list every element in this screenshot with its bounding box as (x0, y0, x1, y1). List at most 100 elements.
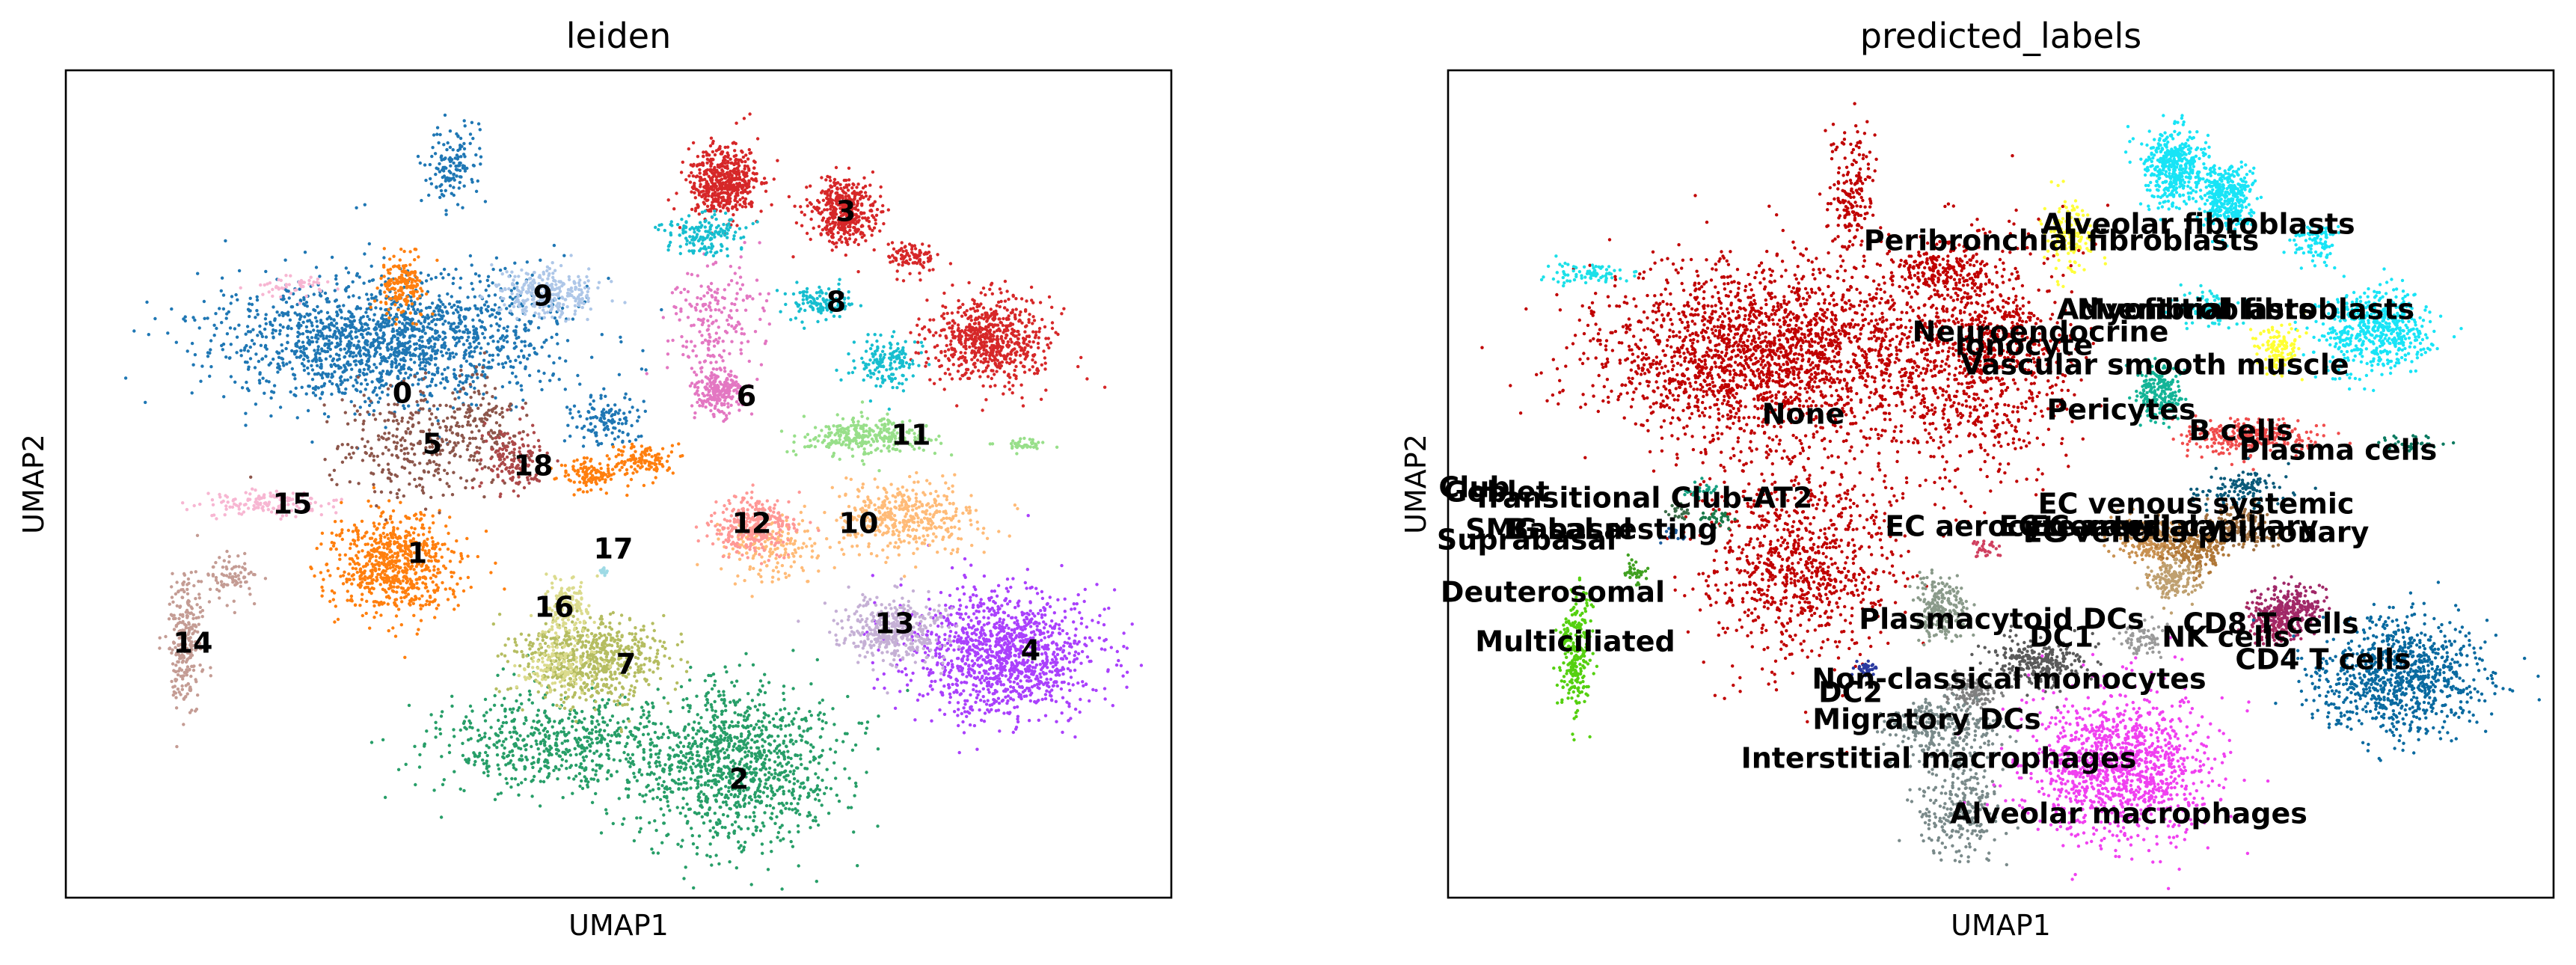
leiden-point (567, 731, 571, 735)
leiden-point (236, 298, 239, 301)
leiden-point (579, 762, 583, 766)
leiden-point (651, 797, 655, 800)
leiden-point (438, 304, 442, 309)
leiden-point (520, 754, 524, 758)
leiden-point (420, 523, 425, 527)
leiden-point (713, 699, 717, 704)
leiden-point (651, 481, 655, 485)
leiden-point (452, 571, 456, 575)
leiden-point (777, 802, 781, 806)
leiden-point (358, 349, 362, 352)
leiden-point (654, 765, 659, 768)
leiden-point (448, 129, 453, 133)
leiden-point (393, 291, 397, 295)
leiden-point (699, 800, 703, 803)
leiden-point (820, 803, 824, 807)
leiden-point (357, 550, 361, 554)
leiden-point (607, 698, 611, 702)
leiden-point (798, 794, 802, 798)
leiden-point (637, 435, 640, 438)
leiden-point (659, 807, 663, 811)
leiden-point (418, 302, 422, 306)
leiden-point (303, 354, 307, 358)
leiden-point (335, 383, 339, 387)
leiden-point (823, 791, 827, 796)
leiden-point (788, 770, 792, 773)
leiden-point (610, 417, 615, 422)
leiden-point (533, 774, 536, 779)
leiden-point (342, 304, 346, 307)
leiden-point (379, 283, 384, 287)
leiden-point (414, 517, 419, 521)
leiden-point (784, 724, 788, 728)
leiden-point (762, 702, 766, 707)
leiden-point (352, 359, 357, 364)
leiden-point (716, 715, 720, 719)
leiden-point (644, 793, 648, 797)
leiden-point (663, 786, 667, 791)
leiden-point (258, 330, 262, 334)
leiden-point (269, 414, 273, 418)
leiden-point (379, 613, 383, 617)
leiden-point (212, 323, 216, 327)
leiden-point (444, 351, 449, 355)
leiden-point (434, 554, 438, 558)
leiden-point (365, 359, 369, 364)
leiden-point (696, 744, 699, 748)
leiden-point (596, 708, 601, 711)
leiden-point (153, 316, 157, 321)
leiden-point (590, 728, 595, 732)
leiden-point (402, 335, 405, 339)
leiden-point (377, 563, 381, 568)
leiden-point (610, 773, 613, 778)
leiden-point (580, 477, 585, 480)
leiden-point (410, 317, 414, 321)
leiden-point (402, 356, 405, 361)
leiden-point (621, 439, 625, 443)
leiden-point (677, 735, 681, 739)
leiden-point (562, 439, 567, 443)
leiden-point (372, 521, 375, 525)
leiden-point (548, 379, 552, 382)
leiden-point (706, 783, 710, 787)
leiden-point (346, 360, 350, 364)
leiden-point (272, 328, 275, 332)
leiden-point (209, 348, 212, 352)
leiden-point (417, 378, 421, 382)
leiden-point (455, 153, 459, 157)
leiden-point (516, 708, 520, 712)
leiden-point (704, 759, 708, 763)
leiden-point (441, 377, 445, 381)
leiden-point (377, 522, 381, 526)
leiden-point (283, 258, 287, 262)
leiden-point (440, 154, 444, 158)
leiden-point (611, 821, 615, 826)
leiden-point (486, 773, 490, 778)
leiden-point (452, 551, 456, 554)
leiden-point (662, 813, 666, 817)
leiden-point (415, 586, 419, 590)
leiden-point (364, 378, 367, 382)
leiden-point (496, 792, 500, 796)
leiden-point (648, 748, 652, 752)
leiden-point (424, 603, 428, 607)
leiden-point (711, 756, 714, 759)
leiden-point (272, 358, 275, 361)
leiden-point (506, 340, 509, 344)
leiden-point (446, 311, 450, 315)
leiden-point (696, 750, 699, 754)
leiden-point (623, 396, 627, 399)
leiden-point (602, 423, 606, 426)
leiden-point (708, 738, 711, 743)
leiden-point (816, 823, 821, 827)
leiden-point (573, 736, 577, 741)
leiden-point (357, 340, 361, 343)
leiden-point (611, 445, 616, 449)
leiden-point (320, 594, 324, 598)
leiden-point (758, 789, 762, 794)
leiden-point (381, 542, 384, 546)
leiden-point (420, 594, 424, 598)
leiden-point (735, 679, 739, 683)
leiden-point (423, 331, 427, 335)
leiden-point (581, 444, 586, 448)
